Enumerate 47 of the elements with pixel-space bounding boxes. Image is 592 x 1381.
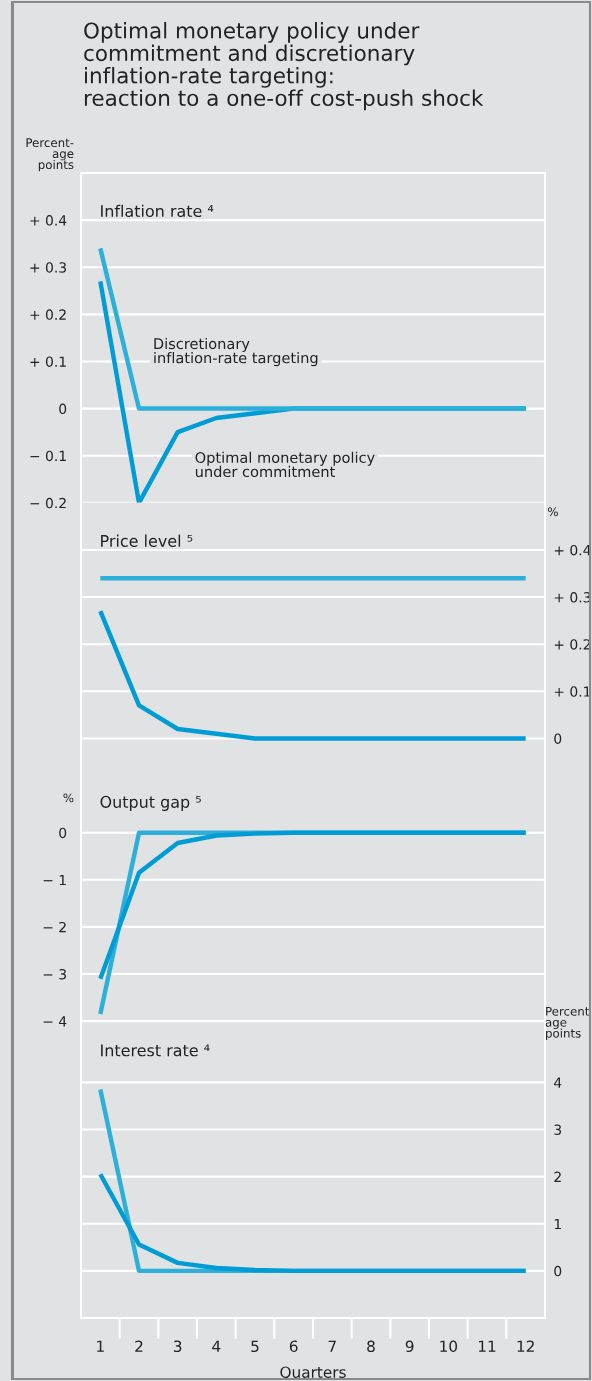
y2-tick-label: + 0.4 bbox=[554, 544, 591, 556]
y2-tick-label: 3 bbox=[554, 1124, 562, 1135]
y-tick-label: − 4 bbox=[43, 1016, 67, 1027]
y-axis-title: Percent- age points bbox=[26, 138, 74, 172]
text: Inflation rate ⁴ bbox=[101, 204, 214, 218]
x-tick-label: 10 bbox=[440, 1340, 458, 1353]
series-label: Optimal monetary policy under commitment bbox=[195, 451, 375, 478]
y-tick-label: + 0.1 bbox=[30, 356, 66, 367]
x-tick-label: 3 bbox=[173, 1340, 182, 1353]
x-tick-label: 6 bbox=[289, 1340, 298, 1353]
y-tick-label: 0 bbox=[59, 403, 67, 415]
y2-tick-label: 0 bbox=[554, 1265, 562, 1277]
y-tick-label: + 0.2 bbox=[30, 309, 66, 320]
x-tick-label: 8 bbox=[367, 1340, 375, 1353]
x-tick-label: 2 bbox=[135, 1340, 143, 1352]
x-tick-label: 4 bbox=[212, 1340, 221, 1352]
series-label: Discretionary inflation-rate targeting bbox=[154, 337, 318, 367]
text: Output gap ⁵ bbox=[100, 795, 201, 811]
x-tick-label: 1 bbox=[97, 1340, 104, 1352]
y2-tick-label: + 0.1 bbox=[554, 686, 591, 697]
x-axis-title: Quarters bbox=[280, 1366, 346, 1380]
y-tick-label: + 0.3 bbox=[30, 262, 66, 273]
y-tick-label: − 3 bbox=[43, 969, 66, 980]
y2-tick-label: 1 bbox=[554, 1218, 561, 1230]
line-series bbox=[98, 608, 528, 741]
line-series bbox=[98, 830, 528, 981]
y-tick-label: − 1 bbox=[43, 874, 66, 886]
y-tick-label: + 0.4 bbox=[30, 215, 67, 226]
x-tick-label: 7 bbox=[328, 1340, 336, 1352]
x-tick-label: 12 bbox=[517, 1340, 534, 1352]
y2-tick-label: 0 bbox=[554, 733, 562, 744]
y-tick-label: − 2 bbox=[43, 921, 66, 933]
y-tick-label: − 0.1 bbox=[30, 450, 66, 462]
x-tick-label: 9 bbox=[405, 1340, 414, 1353]
text: Optimal monetary policy under commitment and discretionary inflation-rate targeting: reaction to a one-off cost-push shock bbox=[84, 22, 484, 111]
y2-axis-title: Percent age points bbox=[545, 1006, 590, 1040]
line-series bbox=[98, 1172, 528, 1274]
text: Price level ⁵ bbox=[101, 534, 193, 547]
y2-tick-label: 4 bbox=[554, 1077, 562, 1088]
chart-title: Interest rate ⁴ bbox=[101, 1044, 210, 1057]
x-tick-label: 11 bbox=[478, 1340, 496, 1352]
y-axis-title: % bbox=[63, 793, 74, 803]
y-tick-label: − 0.2 bbox=[30, 497, 66, 509]
y2-axis-title: % bbox=[547, 507, 558, 517]
y-tick-label: 0 bbox=[59, 827, 67, 839]
y2-tick-label: 2 bbox=[554, 1171, 561, 1182]
x-tick-label: 5 bbox=[251, 1340, 259, 1353]
